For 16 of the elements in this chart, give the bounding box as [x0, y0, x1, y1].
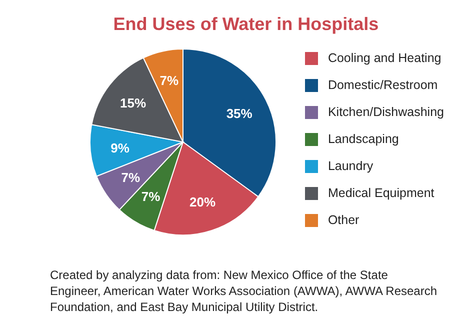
- legend-label: Laundry: [328, 158, 374, 172]
- legend-label: Domestic/Restroom: [328, 78, 438, 92]
- data-label: 7%: [121, 170, 141, 186]
- legend-label: Cooling and Heating: [328, 50, 442, 64]
- data-label: 35%: [226, 106, 253, 121]
- data-label: 7%: [160, 72, 180, 88]
- data-label: 9%: [110, 140, 130, 156]
- legend-label: Kitchen/Dishwashing: [328, 104, 444, 118]
- chart-title: End Uses of Water in Hospitals: [112, 14, 380, 35]
- legend-label: Medical Equipment: [328, 186, 434, 200]
- text: Created by analyzing data from: New Mexico Office of the State Engineer, American Water Works Association (AWWA), AWWA Research Foundation, and East Bay Municipal Utility District.: [50, 267, 438, 315]
- data-label: 15%: [120, 96, 146, 111]
- legend-label: Landscaping: [328, 132, 399, 146]
- data-label: 20%: [190, 194, 216, 210]
- legend-label: Other: [328, 212, 360, 226]
- data-label: 7%: [141, 188, 161, 204]
